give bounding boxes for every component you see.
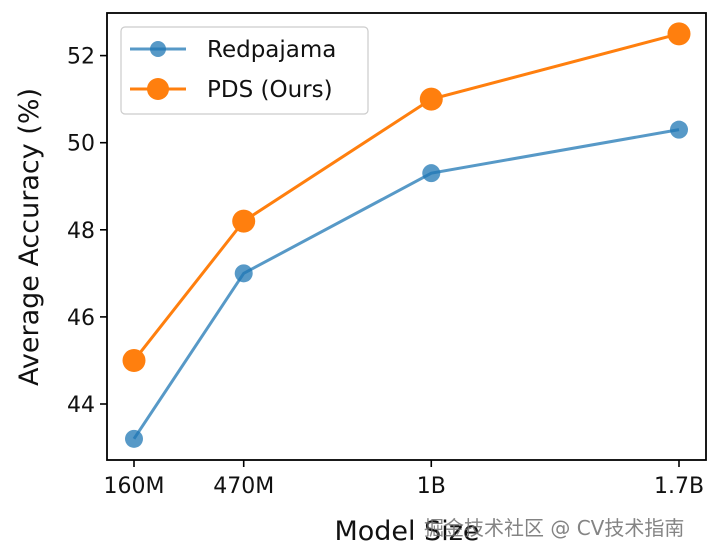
data-point (422, 164, 441, 183)
legend-label-redpajama: Redpajama (207, 37, 336, 63)
data-point (667, 22, 691, 46)
legend: Redpajama PDS (Ours) (120, 26, 369, 115)
data-point (232, 209, 256, 233)
x-axis: 160M 470M 1B 1.7B (104, 460, 704, 499)
series-pds (122, 22, 691, 372)
y-tick-label: 48 (67, 219, 95, 244)
y-tick-label: 50 (67, 132, 95, 157)
x-tick-label: 1B (417, 474, 446, 499)
series-redpajama (125, 120, 688, 448)
watermark: 掘金技术社区 @ CV技术指南 (424, 516, 685, 540)
data-point (419, 87, 443, 111)
y-axis: 44 46 48 50 52 (67, 45, 107, 418)
y-axis-label: Average Accuracy (%) (14, 88, 45, 386)
legend-marker-redpajama (150, 41, 166, 57)
y-tick-label: 52 (67, 45, 95, 70)
data-point (122, 348, 146, 372)
series-line (132, 32, 680, 362)
x-tick-label: 160M (104, 474, 165, 499)
data-point (125, 429, 143, 448)
legend-label-pds: PDS (Ours) (207, 77, 333, 103)
series-line (132, 128, 680, 440)
x-tick-label: 470M (213, 474, 274, 499)
x-tick-label: 1.7B (654, 474, 704, 499)
x-axis-label: Model Size (334, 516, 479, 547)
data-point (670, 120, 688, 139)
y-tick-label: 46 (67, 306, 95, 331)
data-point (234, 264, 253, 283)
y-tick-label: 44 (67, 393, 95, 418)
series-group (122, 22, 691, 448)
legend-marker-pds (147, 78, 169, 100)
